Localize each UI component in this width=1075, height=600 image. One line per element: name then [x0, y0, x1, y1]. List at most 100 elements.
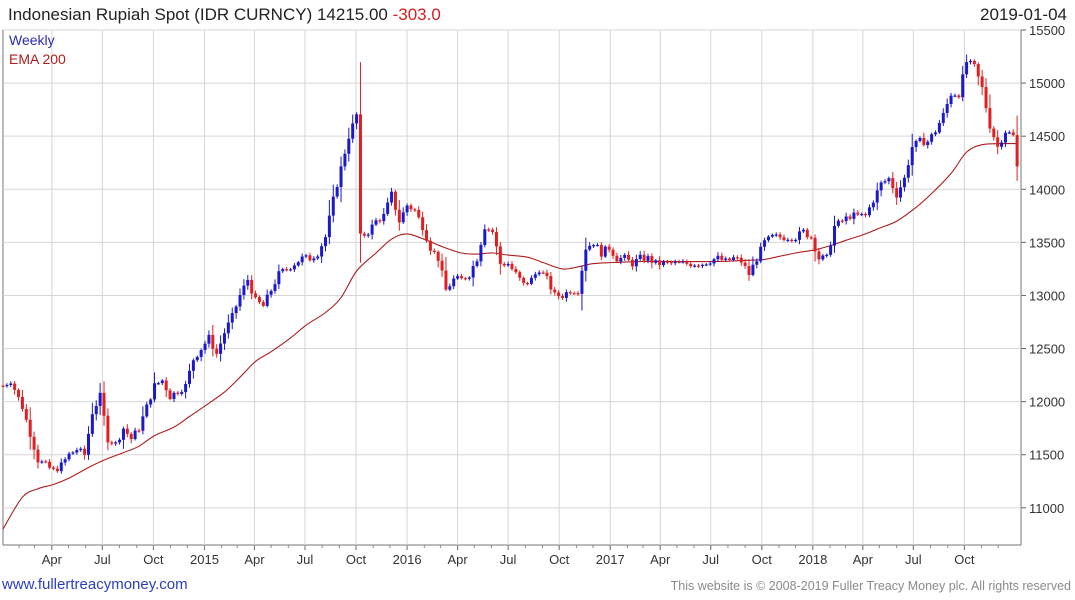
- candle-body: [817, 251, 821, 260]
- y-tick-label: 15500: [1029, 23, 1065, 38]
- candle-body: [708, 263, 712, 265]
- candle-body: [323, 237, 327, 247]
- candle-body: [362, 233, 366, 236]
- candle-body: [285, 269, 289, 271]
- candle-body: [941, 112, 945, 124]
- candle-body: [751, 264, 755, 275]
- candle-body: [164, 380, 168, 391]
- candle-body: [52, 467, 56, 469]
- candle-body: [895, 188, 899, 198]
- candle-body: [180, 392, 184, 394]
- ema-line: [2, 142, 1018, 530]
- candle-body: [160, 380, 164, 384]
- candle-body: [840, 220, 844, 222]
- candle-body: [832, 225, 836, 246]
- candle-body: [320, 246, 324, 257]
- candle-body: [28, 419, 32, 437]
- candle-body: [55, 468, 59, 472]
- candle-body: [704, 264, 708, 266]
- candle-body: [735, 257, 739, 259]
- candle-body: [269, 290, 273, 295]
- candle-body: [292, 265, 296, 270]
- candle-body: [234, 306, 238, 314]
- candle-body: [44, 461, 48, 463]
- candle-body: [996, 137, 1000, 147]
- x-tick-label: Apr: [853, 552, 874, 567]
- candle-body: [494, 232, 498, 247]
- candle-body: [801, 229, 805, 232]
- candle-body: [564, 292, 568, 298]
- candle-body: [191, 360, 195, 371]
- candle-body: [121, 428, 125, 440]
- candle-body: [448, 286, 452, 290]
- candle-body: [390, 191, 394, 203]
- candle-body: [510, 263, 514, 269]
- candle-body: [1000, 142, 1004, 147]
- candle-body: [953, 95, 957, 97]
- candle-body: [106, 415, 110, 443]
- candle-body: [945, 104, 949, 113]
- candle-body: [358, 114, 362, 234]
- candle-body: [642, 254, 646, 261]
- candle-body: [790, 239, 794, 241]
- candle-body: [94, 406, 98, 415]
- candle-body: [24, 408, 28, 420]
- candle-body: [277, 271, 281, 285]
- candle-body: [479, 245, 483, 262]
- candle-body: [67, 453, 71, 460]
- y-axis: 11000 11500 12000 12500 13000 13500 14000 14500…: [1021, 23, 1065, 516]
- candle-body: [580, 270, 584, 294]
- candle-body: [48, 461, 52, 468]
- candle-body: [860, 213, 864, 216]
- y-tick-label: 14000: [1029, 182, 1065, 197]
- x-tick-label: Jul: [500, 552, 517, 567]
- candle-body: [355, 114, 359, 124]
- candle-body: [440, 260, 444, 271]
- candle-body: [226, 322, 230, 334]
- candle-body: [401, 212, 405, 223]
- candle-body: [137, 430, 141, 432]
- candle-body: [289, 269, 293, 271]
- candle-body: [755, 261, 759, 265]
- candle-body: [452, 278, 456, 287]
- candle-body: [327, 215, 331, 238]
- candle-body: [456, 276, 460, 279]
- candle-body: [1, 385, 5, 387]
- candle-body: [918, 137, 922, 141]
- candle-body: [114, 442, 118, 444]
- candle-body: [619, 257, 623, 262]
- candle-body: [463, 278, 467, 280]
- footer-link[interactable]: www.fullertreacymoney.com: [2, 576, 188, 593]
- candle-body: [549, 276, 553, 290]
- candle-body: [899, 187, 903, 198]
- candle-body: [339, 166, 343, 188]
- candle-body: [308, 255, 312, 261]
- candle-body: [805, 229, 809, 238]
- candle-body: [222, 333, 226, 344]
- candle-body: [592, 245, 596, 247]
- plot-area: [2, 29, 1022, 546]
- x-tick-label: Jul: [297, 552, 314, 567]
- candle-body: [71, 452, 75, 454]
- candle-body: [646, 256, 650, 261]
- candle-body: [195, 356, 199, 361]
- candle-body: [778, 234, 782, 238]
- candle-body: [988, 108, 992, 129]
- x-tick-label: Apr: [244, 552, 265, 567]
- candle-body: [759, 246, 763, 262]
- candle-body: [533, 274, 537, 278]
- candle-body: [514, 268, 518, 273]
- x-tick-label: Apr: [42, 552, 63, 567]
- candle-body: [922, 137, 926, 146]
- grid-lines: [3, 29, 1021, 545]
- candle-body: [914, 140, 918, 148]
- candle-body: [844, 216, 848, 222]
- candle-body: [382, 213, 386, 222]
- candle-body: [848, 216, 852, 219]
- candle-body: [312, 258, 316, 261]
- candle-body: [1007, 132, 1011, 134]
- x-tick-label: Oct: [143, 552, 164, 567]
- candle-body: [681, 261, 685, 263]
- candle-body: [215, 348, 219, 354]
- candle-body: [141, 416, 145, 431]
